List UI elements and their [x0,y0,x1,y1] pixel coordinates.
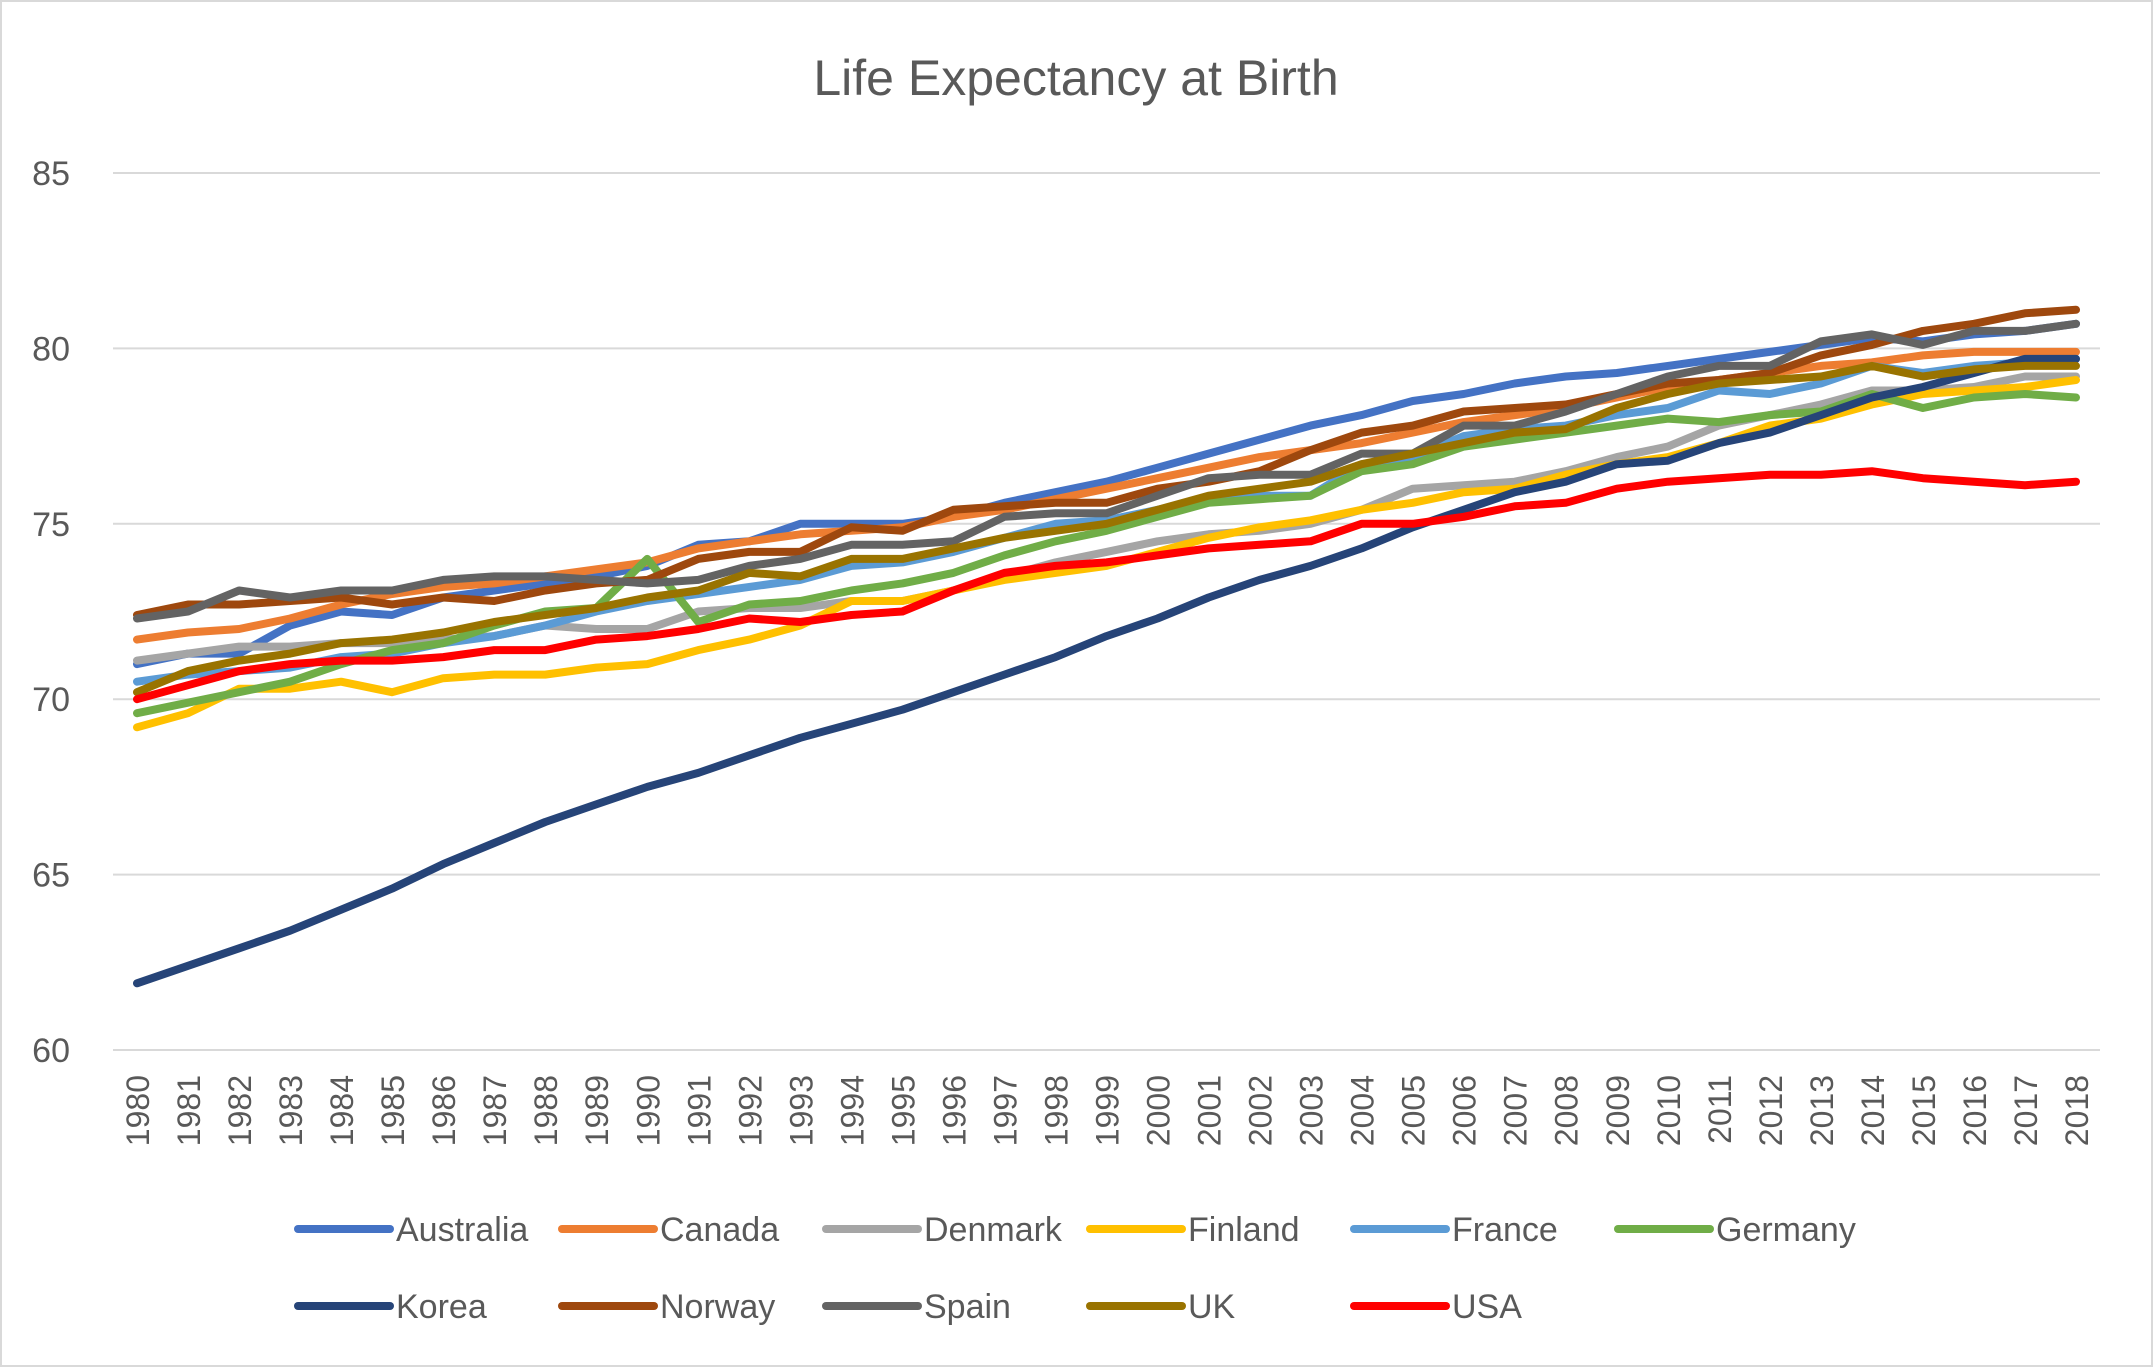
x-tick-label: 2012 [1753,1075,1789,1146]
legend-item-germany: Germany [1614,1211,1856,1249]
x-tick-label: 1984 [324,1075,360,1146]
x-tick-label: 1995 [885,1075,921,1146]
series-line-germany [133,390,2080,718]
x-tick-label: 2018 [2059,1075,2095,1146]
x-tick-label: 2009 [1600,1075,1636,1146]
x-tick-label: 2007 [1498,1075,1534,1146]
gridlines [113,172,2100,1051]
x-tick-label: 2008 [1549,1075,1585,1146]
series-line-spain [133,319,2080,623]
legend-label: Germany [1716,1211,1856,1249]
x-tick-label: 1992 [732,1075,768,1146]
legend-item-canada: Canada [558,1211,779,1249]
series-lines [133,305,2080,988]
x-tick-label: 1999 [1090,1075,1126,1146]
x-tick-label: 2016 [1957,1075,1993,1146]
series-line-usa [133,467,2080,704]
chart-title: Life Expectancy at Birth [813,50,1338,106]
y-tick-label: 60 [32,1032,70,1070]
legend-label: USA [1452,1288,1522,1326]
y-axis: 60 65 70 75 80 85 [32,155,70,1070]
x-tick-label: 1981 [171,1075,207,1146]
y-tick-label: 65 [32,857,70,895]
x-tick-label: 1994 [834,1075,870,1146]
x-tick-label: 1988 [528,1075,564,1146]
x-tick-label: 2010 [1651,1075,1687,1146]
x-tick-label: 1996 [936,1075,972,1146]
x-tick-label: 2013 [1804,1075,1840,1146]
x-tick-label: 1982 [222,1075,258,1146]
legend-item-france: France [1350,1211,1558,1249]
x-tick-label: 1980 [120,1075,156,1146]
legend-label: Korea [396,1288,487,1326]
legend-label: Australia [396,1211,528,1249]
legend-item-finland: Finland [1086,1211,1300,1249]
legend-item-usa: USA [1350,1288,1522,1326]
x-tick-label: 2005 [1396,1075,1432,1146]
x-tick-label: 1985 [375,1075,411,1146]
x-tick-label: 1991 [681,1075,717,1146]
y-tick-label: 85 [32,155,70,193]
y-tick-label: 70 [32,681,70,719]
legend: Australia Canada Denmark Finland France Germa… [294,1211,1856,1326]
legend-label: Spain [924,1288,1011,1326]
x-tick-label: 1986 [426,1075,462,1146]
x-tick-label: 2014 [1855,1075,1891,1146]
legend-label: Canada [660,1211,779,1249]
legend-item-spain: Spain [822,1288,1011,1326]
x-tick-label: 1998 [1038,1075,1074,1146]
legend-item-norway: Norway [558,1288,775,1326]
y-tick-label: 80 [32,330,70,368]
legend-item-denmark: Denmark [822,1211,1063,1249]
x-tick-label: 2003 [1294,1075,1330,1146]
x-tick-label: 2000 [1141,1075,1177,1146]
legend-item-australia: Australia [294,1211,528,1249]
x-tick-label: 2015 [1906,1075,1942,1146]
x-tick-label: 2004 [1345,1075,1381,1146]
legend-label: Norway [660,1288,775,1326]
series-line-korea [133,354,2080,988]
legend-label: UK [1188,1288,1236,1326]
x-tick-label: 1987 [477,1075,513,1146]
legend-label: Denmark [924,1211,1063,1249]
x-tick-label: 1989 [579,1075,615,1146]
x-tick-label: 2017 [2008,1075,2044,1146]
x-axis: 1980 1981 1982 1983 1984 1985 1986 1987 1988 1989… [120,1075,2095,1146]
x-tick-label: 2006 [1447,1075,1483,1146]
series-line-norway [133,305,2080,619]
x-tick-label: 2002 [1243,1075,1279,1146]
legend-item-korea: Korea [294,1288,487,1326]
x-tick-label: 1983 [273,1075,309,1146]
x-tick-label: 1990 [630,1075,666,1146]
x-tick-label: 1997 [987,1075,1023,1146]
legend-item-uk: UK [1086,1288,1236,1326]
legend-label: Finland [1188,1211,1300,1249]
legend-label: France [1452,1211,1558,1249]
series-line-uk [133,361,2080,697]
y-tick-label: 75 [32,506,70,544]
x-tick-label: 2001 [1192,1075,1228,1146]
x-tick-label: 1993 [783,1075,819,1146]
x-tick-label: 2011 [1702,1075,1738,1144]
